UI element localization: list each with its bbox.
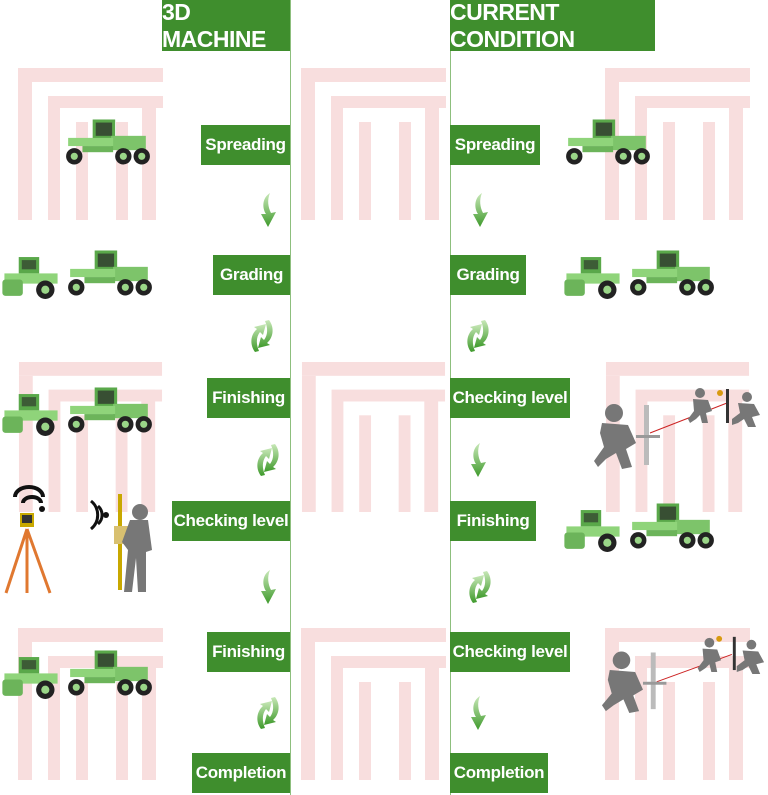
down-arrow-icon: [458, 440, 498, 480]
left-step-checking-level: Checking level: [172, 501, 290, 541]
cycle-arrow-icon: [248, 440, 288, 480]
right-step-checking-level: Checking level: [450, 378, 570, 418]
left-header: 3D MACHINE: [162, 0, 290, 52]
motor-grader-image: [562, 117, 654, 169]
cycle-arrow-icon: [242, 316, 282, 356]
motor-grader-image: [626, 248, 718, 300]
watermark-logo: [605, 68, 750, 220]
right-step-checking-level-2: Checking level: [450, 632, 570, 672]
left-step-finishing: Finishing: [207, 378, 290, 418]
motor-grader-image: [626, 501, 718, 553]
cycle-arrow-icon: [248, 693, 288, 733]
down-arrow-icon: [248, 567, 288, 607]
roller-image: [0, 392, 62, 438]
total-station-image: [4, 485, 52, 594]
down-arrow-icon: [458, 693, 498, 733]
roller-image: [562, 508, 624, 554]
roller-image: [562, 255, 624, 301]
cycle-arrow-icon: [458, 316, 498, 356]
level-checking-workers-image: [601, 635, 765, 714]
left-step-completion: Completion: [192, 753, 290, 793]
right-step-spreading: Spreading: [450, 125, 540, 165]
right-step-grading: Grading: [450, 255, 526, 295]
level-checking-workers-image: [594, 388, 760, 469]
watermark-logo: [18, 628, 163, 780]
motor-grader-image: [62, 117, 154, 169]
surveyor-image: [114, 494, 152, 592]
motor-grader-image: [64, 248, 156, 300]
right-step-completion: Completion: [450, 753, 548, 793]
cycle-arrow-icon: [460, 567, 500, 607]
down-arrow-icon: [248, 190, 288, 230]
watermark-logo: [301, 68, 446, 220]
down-arrow-icon: [460, 190, 500, 230]
watermark-logo: [301, 362, 446, 512]
roller-image: [0, 255, 62, 301]
left-step-grading: Grading: [213, 255, 290, 295]
motor-grader-image: [64, 648, 156, 700]
left-step-finishing-2: Finishing: [207, 632, 290, 672]
left-column-divider: [290, 0, 291, 795]
motor-grader-image: [64, 385, 156, 437]
wireless-signal-icon: [89, 499, 109, 531]
right-step-finishing: Finishing: [450, 501, 536, 541]
left-step-spreading: Spreading: [201, 125, 290, 165]
right-header: CURRENT CONDITION: [450, 0, 655, 52]
roller-image: [0, 655, 62, 701]
watermark-logo: [301, 628, 446, 780]
